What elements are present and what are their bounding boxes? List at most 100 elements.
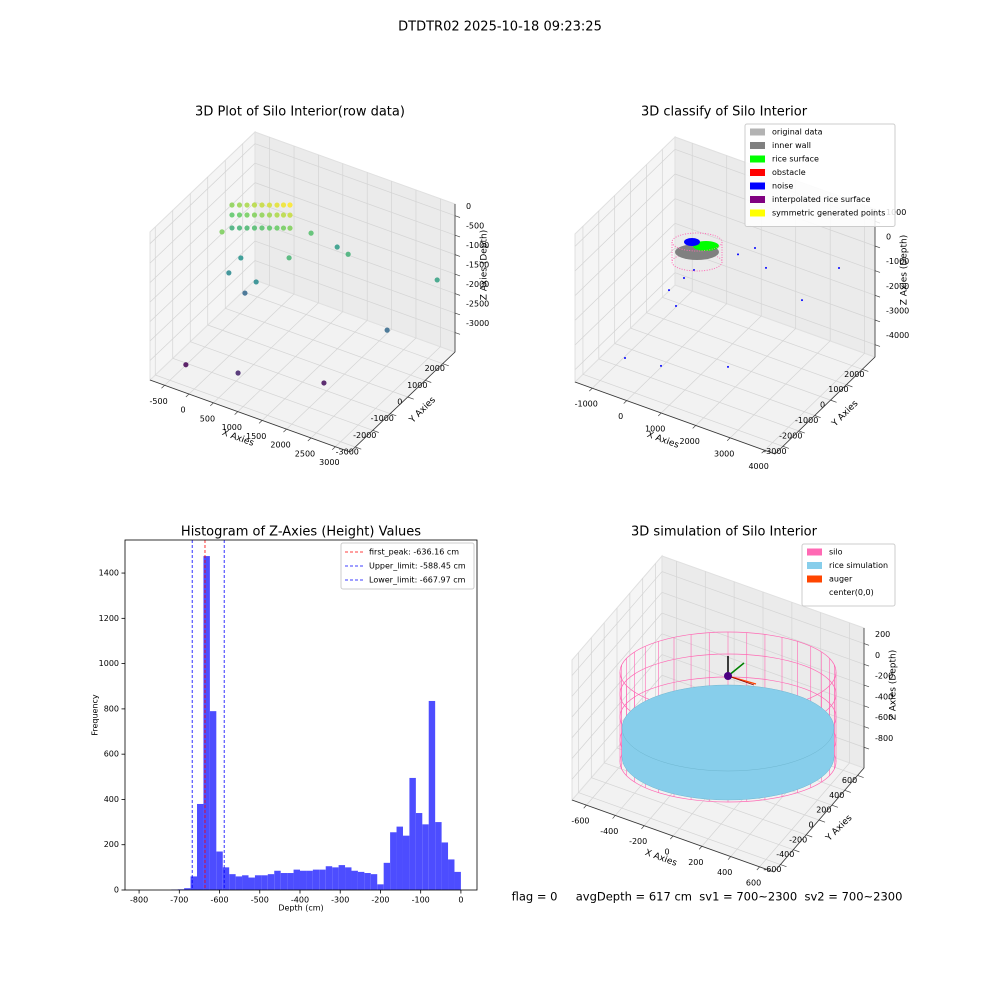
tick-mark	[874, 319, 881, 323]
z-tick-label: -3000	[886, 307, 909, 316]
histogram-bar	[299, 870, 307, 890]
data-point	[236, 212, 243, 218]
legend-swatch	[750, 169, 765, 176]
x-tick-label: 500	[200, 414, 215, 423]
tick-mark	[612, 815, 616, 819]
data-point	[308, 230, 314, 236]
histogram-bar	[235, 876, 243, 890]
y-tick-label: 1400	[99, 569, 119, 578]
x-tick-label: -200	[629, 837, 647, 846]
z-tick-label: -200	[875, 672, 893, 681]
tick-mark	[390, 413, 397, 417]
grid-line	[591, 290, 693, 389]
y-tick-label: 0	[808, 821, 813, 830]
x-tick-label: 0	[618, 412, 623, 421]
z-tick-label: -400	[875, 692, 893, 701]
tick-mark	[454, 273, 461, 277]
grid-line	[630, 327, 831, 401]
histogram-bar	[190, 876, 198, 890]
data-point	[236, 225, 243, 231]
x-tick-label: -400	[600, 827, 618, 836]
data-point	[266, 202, 273, 208]
y-tick-label: 400	[104, 795, 119, 804]
silo-simulation-decoration	[619, 631, 837, 803]
legend-swatch	[807, 575, 822, 583]
tick-mark	[874, 344, 881, 347]
legend-box	[340, 542, 475, 590]
histogram-bar	[197, 803, 204, 890]
z-tick-label: -2500	[466, 300, 489, 309]
x-tick-label: -700	[170, 896, 188, 905]
histogram-bar	[293, 869, 300, 890]
histogram-bar	[364, 873, 371, 890]
grid-line	[695, 328, 796, 426]
grid-line	[149, 143, 256, 244]
tick-mark	[234, 411, 239, 415]
data-point	[345, 251, 351, 257]
y-tick-label: -1000	[795, 416, 818, 425]
silo-classify-decoration	[671, 232, 723, 272]
histogram-bar	[383, 862, 391, 890]
histogram-bar	[338, 865, 346, 890]
data-point	[274, 202, 280, 208]
tick-mark	[698, 846, 703, 850]
data-point	[229, 225, 235, 231]
legend-swatch	[750, 142, 765, 149]
z-tick-label: -2000	[466, 280, 489, 289]
data-point	[266, 225, 273, 231]
tick-mark	[830, 399, 837, 403]
data-point	[244, 225, 250, 231]
data-point	[668, 289, 670, 292]
grid-line	[254, 260, 456, 333]
tick-mark	[210, 402, 214, 407]
data-point	[334, 244, 340, 250]
y-tick-label: 0	[820, 401, 825, 410]
legend-label: obstacle	[772, 168, 806, 177]
histogram-bar	[396, 826, 403, 890]
tick-mark	[874, 245, 881, 249]
histogram-bar	[390, 832, 397, 890]
histogram-bar	[448, 859, 455, 890]
chart-title: 3D simulation of Silo Interior	[631, 525, 818, 540]
data-point	[754, 247, 756, 250]
grid-line	[335, 346, 441, 447]
data-point	[287, 212, 293, 218]
tick-mark	[161, 385, 165, 389]
tick-mark	[793, 849, 800, 853]
tick-mark	[407, 396, 414, 400]
histogram-bar	[248, 877, 255, 890]
data-point	[236, 202, 243, 208]
grid-line	[591, 777, 794, 851]
figure-title: DTDTR02 2025-10-18 09:23:25	[398, 20, 602, 35]
grid-line	[254, 240, 456, 314]
data-point	[259, 202, 265, 208]
y-tick-label: -2000	[353, 431, 376, 440]
grid-line	[237, 311, 344, 412]
legend-box	[801, 543, 896, 607]
data-point	[251, 225, 258, 231]
tick-mark	[355, 446, 362, 450]
data-point	[727, 365, 729, 368]
data-point	[660, 364, 662, 367]
tick-mark	[670, 835, 674, 840]
tick-mark	[780, 864, 787, 868]
data-point	[226, 270, 232, 276]
histogram-bar	[203, 556, 210, 890]
y-axis-line	[349, 351, 456, 453]
z-tick-label: -1000	[886, 257, 909, 266]
tick-mark	[863, 746, 870, 750]
legend-swatch	[807, 548, 822, 556]
y-tick-label: -400	[776, 850, 794, 859]
x-tick-label: 0	[458, 896, 463, 905]
tick-mark	[692, 425, 696, 429]
x-tick-label: 400	[717, 868, 732, 877]
legend-swatch	[750, 182, 765, 190]
chart-title: 3D classify of Silo Interior	[641, 105, 808, 120]
grid-line	[286, 328, 392, 430]
data-point	[321, 380, 327, 386]
tick-mark	[857, 775, 864, 778]
grid-line	[149, 162, 256, 264]
x-tick-label: 1500	[246, 432, 266, 441]
x-tick-label: 3000	[319, 458, 339, 467]
histogram-bar	[254, 875, 262, 890]
